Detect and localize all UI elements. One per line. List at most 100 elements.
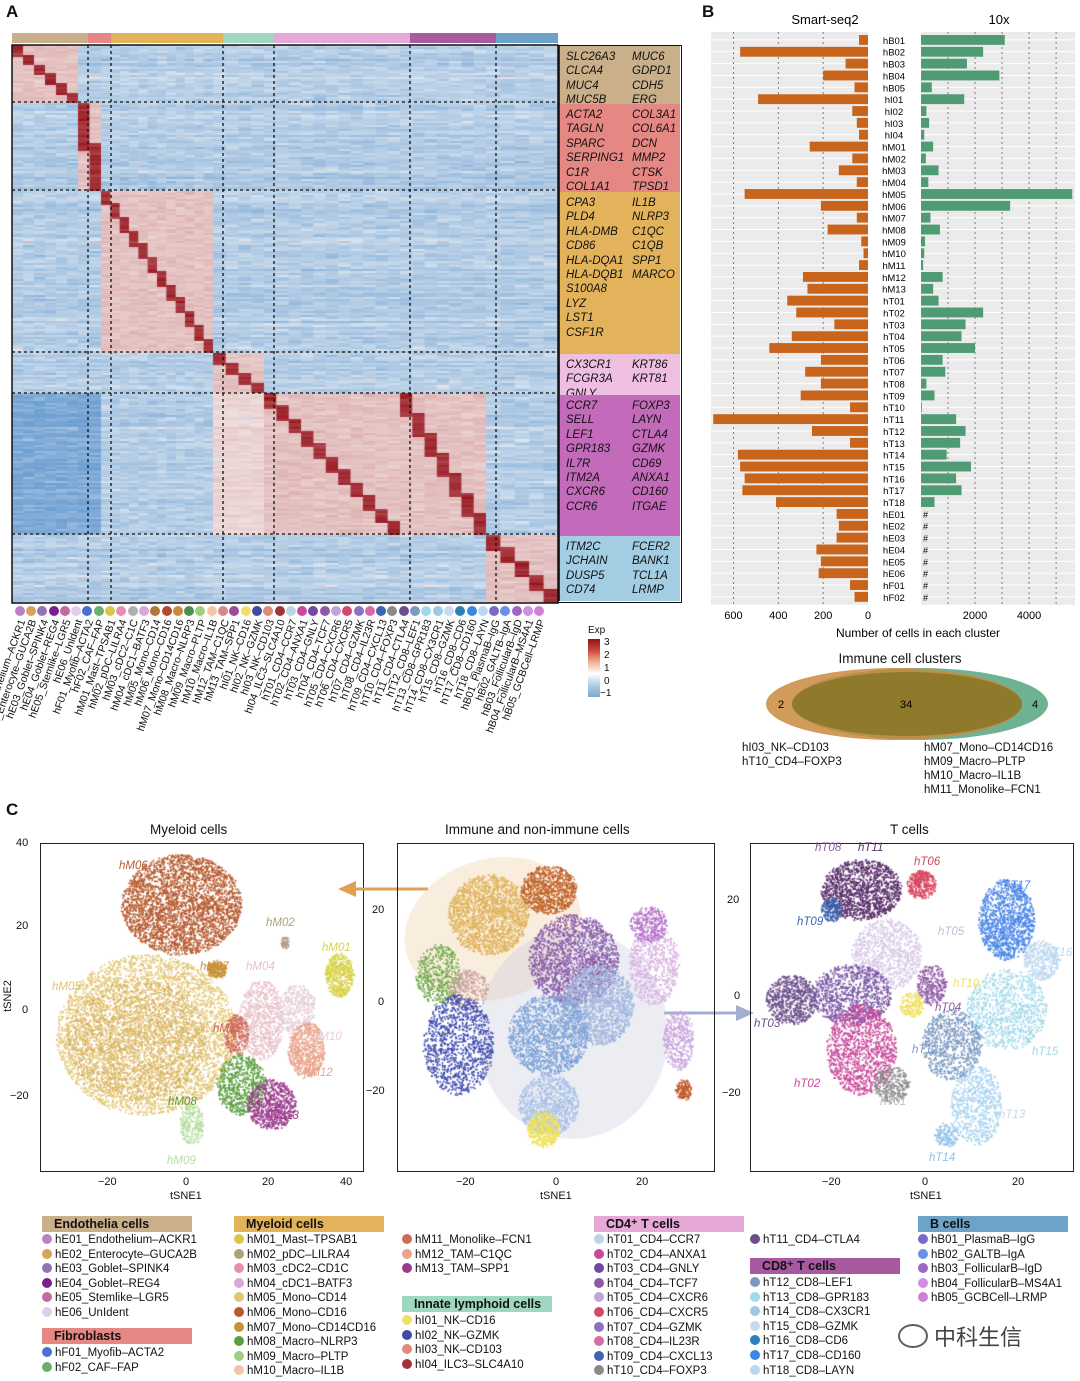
bar-10x-hM12 bbox=[921, 272, 943, 282]
legend-item: hT14_CD8–CX3CR1 bbox=[750, 1305, 870, 1319]
legend-label: hB02_GALTB–IgA bbox=[931, 1248, 1025, 1261]
bar-category-label: hE03 bbox=[883, 534, 905, 545]
legend-dot bbox=[594, 1234, 604, 1244]
venn-right-item: hM07_Mono–CD14CD16 bbox=[924, 742, 1054, 754]
hash-mark: # bbox=[923, 522, 928, 532]
cluster-color-dot bbox=[59, 606, 70, 616]
topbar-myeloid bbox=[111, 33, 223, 43]
gene-label: CXCR6 bbox=[566, 486, 605, 499]
colorbar-title: Exp bbox=[588, 625, 606, 636]
legend-label: hM07_Mono–CD14CD16 bbox=[247, 1321, 377, 1334]
bar-category-label: hM12 bbox=[882, 273, 906, 284]
cluster-color-dot bbox=[308, 606, 319, 616]
myeloid-cluster-label: hM09 bbox=[167, 1155, 196, 1167]
y-tick: 20 bbox=[16, 920, 29, 932]
bar-category-label: hM07 bbox=[882, 214, 906, 225]
colorbar-tick: 3 bbox=[604, 637, 610, 648]
gene-annotation-column: SLC26A3 CLCA4 MUC4 MUC5B MUC6 GDPD1 CDH5 ERG A… bbox=[558, 45, 682, 603]
bar-10x-hM03 bbox=[921, 165, 939, 176]
gene-label: CD74 bbox=[566, 584, 596, 597]
legend-item: hM05_Mono–CD14 bbox=[234, 1291, 347, 1305]
legend-header-cd8: CD8⁺ T cells bbox=[750, 1258, 900, 1274]
myeloid-cluster-label: hM12 bbox=[304, 1067, 333, 1079]
bar-10x-hI04 bbox=[921, 129, 925, 140]
bar-10x-hT16 bbox=[921, 473, 957, 484]
tcell-cluster-label: hT03 bbox=[754, 1018, 781, 1030]
legend-dot bbox=[918, 1292, 928, 1303]
colorbar-tick: 2 bbox=[604, 650, 610, 661]
gene-label: CCR6 bbox=[566, 500, 598, 513]
bar-smartseq-hM12 bbox=[802, 272, 868, 282]
legend-label: hE04_Goblet–REG4 bbox=[55, 1277, 160, 1290]
gene-label: HLA-DQA1 bbox=[566, 254, 624, 267]
bar-smartseq-hM05 bbox=[744, 189, 868, 199]
x-tick-right: 4000 bbox=[1017, 610, 1041, 622]
legend-label: hT03_CD4–GNLY bbox=[607, 1263, 700, 1276]
bar-10x-hT14 bbox=[921, 449, 947, 460]
bar-category-label: hM04 bbox=[882, 178, 906, 189]
venn-right-item: hM11_Monolike–FCN1 bbox=[924, 784, 1041, 796]
cluster-color-dot bbox=[93, 606, 104, 616]
legend-item: hT09_CD4–CXCL13 bbox=[594, 1350, 712, 1364]
legend-label: hB03_FollicularB–IgD bbox=[931, 1263, 1043, 1276]
topbar-bcells bbox=[496, 33, 558, 43]
cluster-color-dot bbox=[432, 606, 443, 616]
gene-label: COL6A1 bbox=[632, 123, 677, 136]
legend-label: hM08_Macro–NLRP3 bbox=[247, 1336, 358, 1349]
bar-category-label: hM02 bbox=[882, 154, 906, 165]
tsne-myeloid-xlabel: tSNE1 bbox=[170, 1190, 202, 1202]
legend-dot bbox=[594, 1321, 604, 1332]
legend-dot bbox=[594, 1292, 604, 1303]
bar-smartseq-hT07 bbox=[805, 366, 868, 377]
colorbar-tick: 0 bbox=[604, 676, 610, 687]
cluster-color-dot bbox=[25, 606, 36, 616]
bar-10x-hM13 bbox=[921, 283, 934, 294]
bar-smartseq-hT15 bbox=[740, 461, 868, 472]
x-tick: 20 bbox=[1012, 1176, 1025, 1188]
bar-category-label: hT08 bbox=[883, 380, 905, 391]
gene-label: KRT86 bbox=[632, 359, 668, 371]
bar-10x-hM05 bbox=[921, 189, 1073, 199]
cluster-color-dot bbox=[251, 606, 262, 616]
gene-box-endothelia: SLC26A3 CLCA4 MUC4 MUC5B MUC6 GDPD1 CDH5 ERG bbox=[559, 46, 680, 106]
topbar-endothelia bbox=[12, 33, 88, 43]
gene-col-2: COL3A1 COL6A1 DCN MMP2 CTSK TPSD1 bbox=[632, 108, 676, 194]
cluster-color-dot bbox=[105, 606, 116, 616]
gene-col-1: SLC26A3 CLCA4 MUC4 MUC5B bbox=[566, 50, 615, 108]
tsne-tcells-points bbox=[751, 844, 1073, 1171]
legend-item: hT01_CD4–CCR7 bbox=[594, 1233, 700, 1247]
gene-box-myeloid: CPA3 PLD4 HLA-DMB CD86 HLA-DQA1 HLA-DQB1 S100A… bbox=[559, 192, 680, 354]
gene-col-1: ITM2C JCHAIN DUSP5 CD74 bbox=[566, 540, 608, 598]
legend-dot bbox=[402, 1263, 412, 1274]
bar-smartseq-hT16 bbox=[744, 473, 868, 484]
bar-category-label: hM03 bbox=[882, 166, 906, 177]
bar-category-label: hI01 bbox=[885, 95, 904, 106]
cluster-color-dot bbox=[477, 606, 488, 616]
bar-10x-hT09 bbox=[921, 390, 935, 401]
bar-smartseq-hB03 bbox=[845, 58, 868, 69]
cluster-color-dot bbox=[263, 606, 274, 616]
gene-label: IL7R bbox=[566, 457, 591, 470]
legend-label: hE05_Stemlike–LGR5 bbox=[55, 1292, 169, 1305]
legend-label: hT07_CD4–GZMK bbox=[607, 1321, 703, 1334]
myeloid-cluster-label: hM01 bbox=[322, 942, 351, 954]
gene-label: DCN bbox=[632, 137, 657, 150]
topbar-fibroblasts bbox=[88, 33, 111, 43]
legend-label: hM12_TAM–C1QC bbox=[415, 1248, 512, 1261]
bar-smartseq-hE01 bbox=[836, 509, 868, 519]
legend-label: hT06_CD4–CXCR5 bbox=[607, 1307, 708, 1319]
legend-item: hI03_NK–CD103 bbox=[402, 1343, 502, 1357]
gene-label: ITGAE bbox=[632, 500, 667, 513]
legend-label: hE03_Goblet–SPINK4 bbox=[55, 1263, 170, 1276]
legend-label: hM04_cDC1–BATF3 bbox=[247, 1277, 353, 1290]
cluster-label-axis: hE01_Endothelium–ACKR1 hE02_Enterocyte–GU… bbox=[0, 600, 600, 800]
bar-smartseq-hM13 bbox=[807, 283, 868, 294]
legend-item: hT16_CD8–CD6 bbox=[750, 1334, 848, 1348]
cluster-color-dot bbox=[82, 606, 93, 616]
legend-header-cd4: CD4⁺ T cells bbox=[594, 1216, 744, 1232]
gene-col-2: KRT86 KRT81 bbox=[632, 358, 668, 387]
y-tick: 20 bbox=[727, 894, 740, 906]
legend-dot bbox=[750, 1277, 760, 1287]
legend-item: hI02_NK–GZMK bbox=[402, 1329, 499, 1343]
x-tick-left: 600 bbox=[724, 610, 742, 622]
